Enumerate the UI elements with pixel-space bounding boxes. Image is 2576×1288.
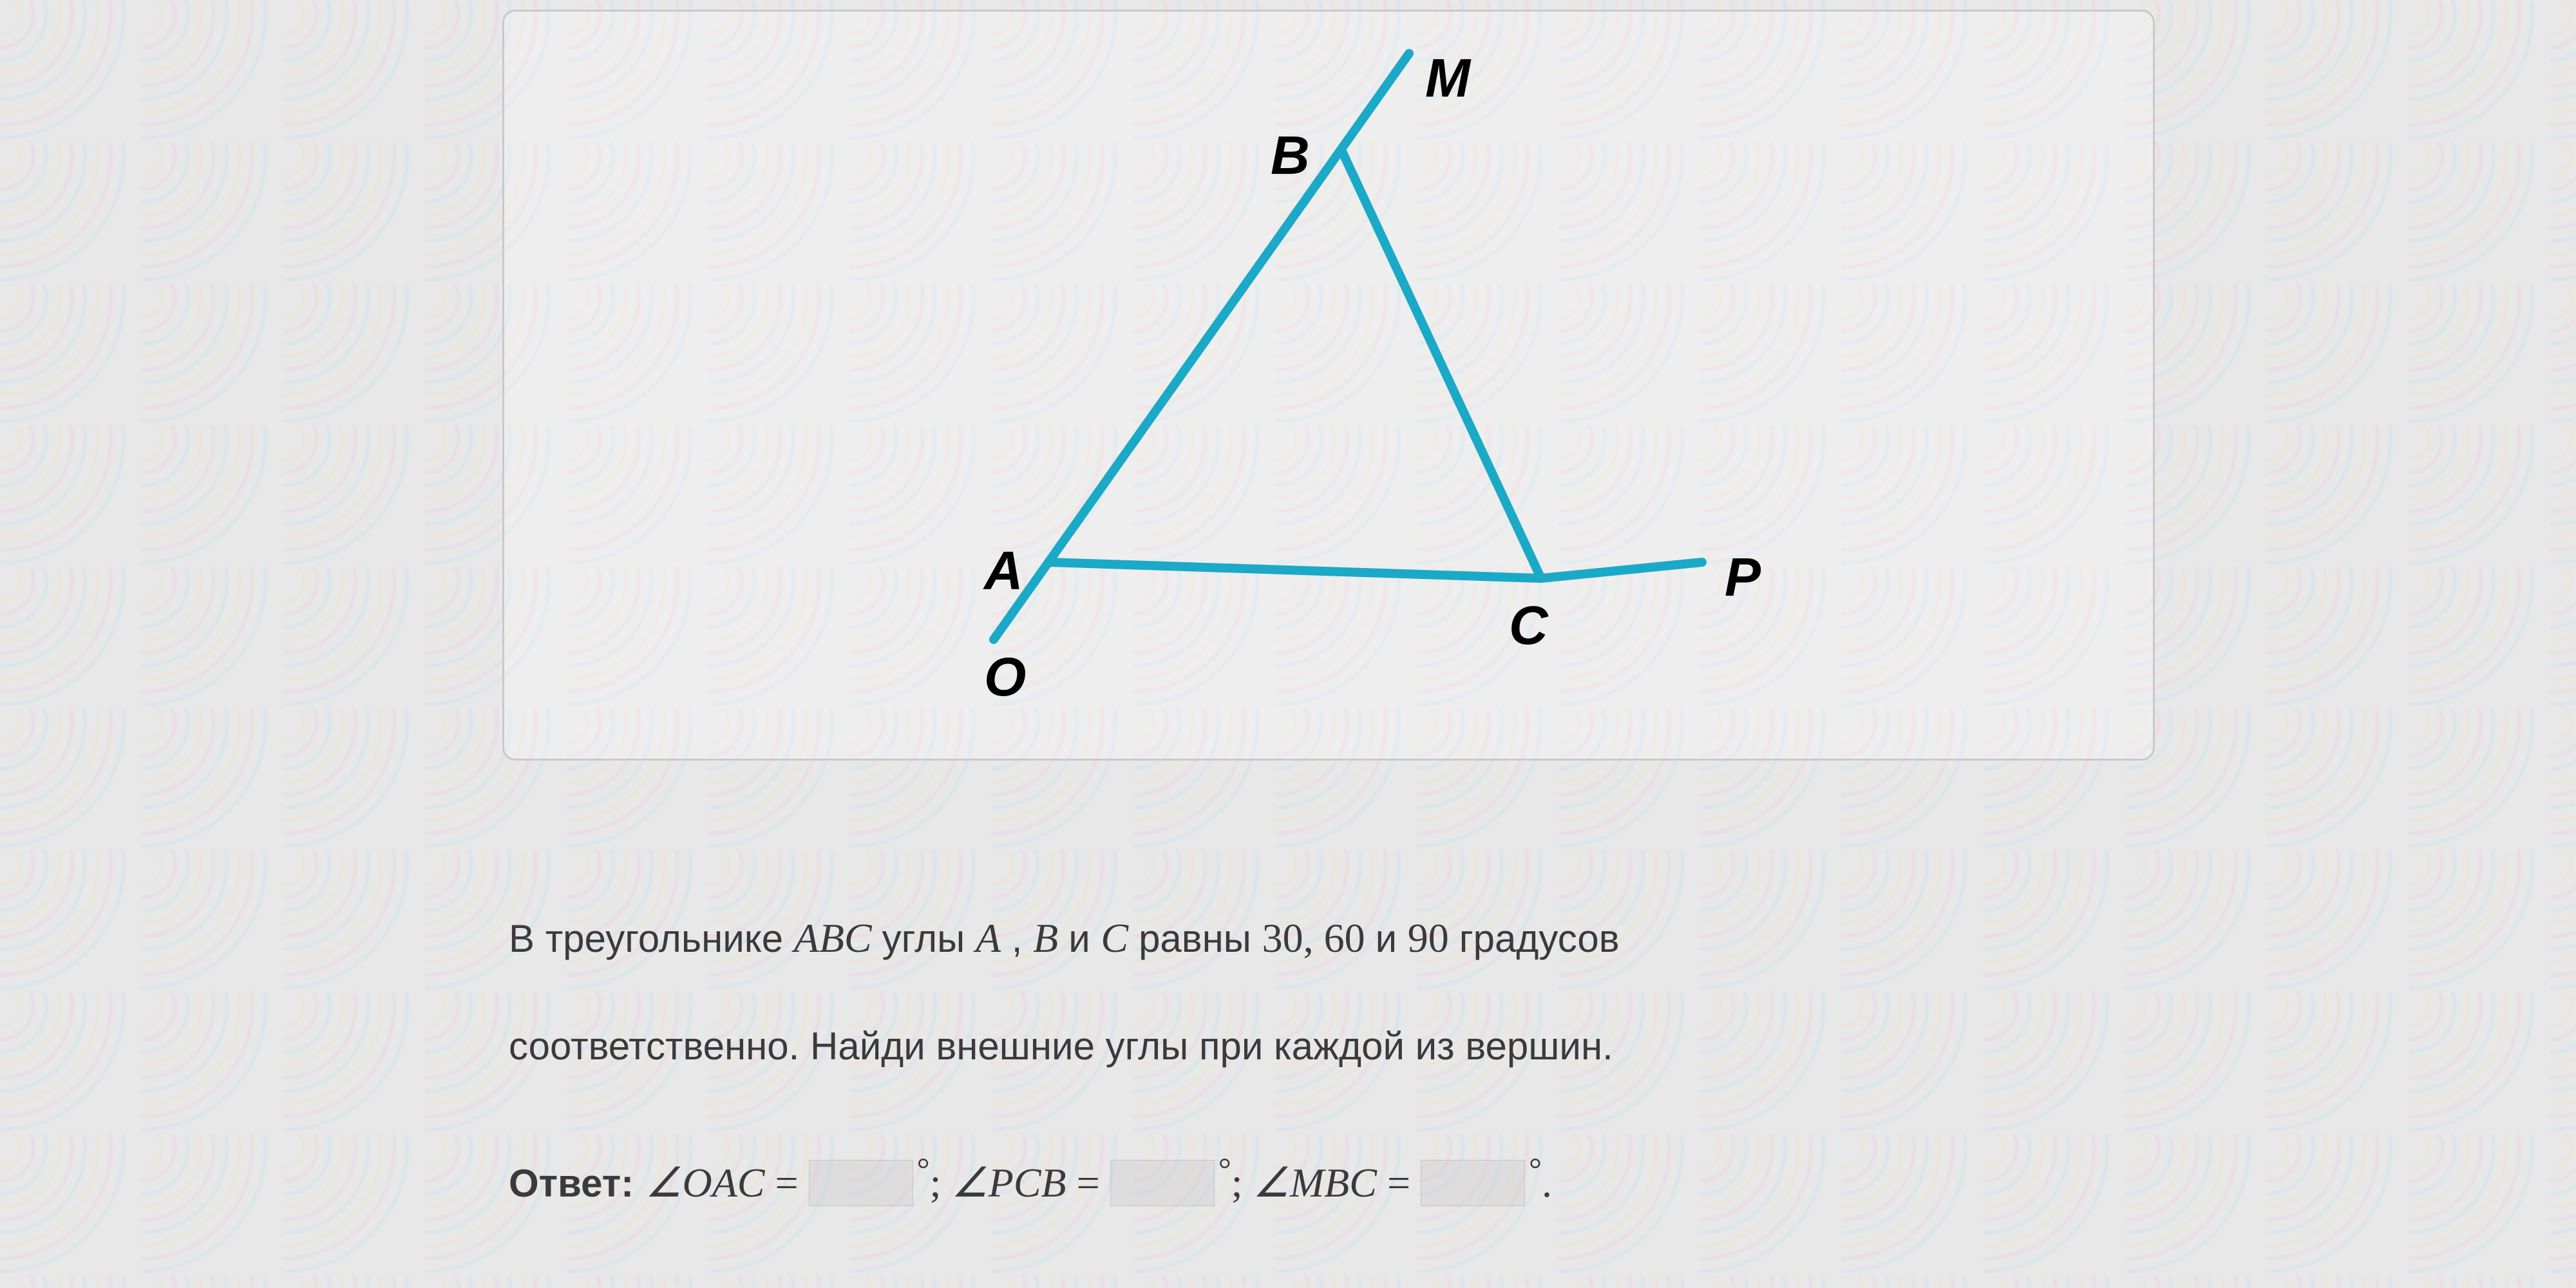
input-MBC[interactable] <box>1421 1160 1525 1206</box>
q1-math-B: B <box>1033 915 1068 961</box>
label-A: A <box>984 540 1023 602</box>
ans-eq1: = <box>764 1159 808 1207</box>
ans-eq3: = <box>1377 1159 1421 1207</box>
ans-unit2: ° <box>1218 1150 1231 1188</box>
label-P: P <box>1725 546 1761 609</box>
label-M: M <box>1425 47 1470 109</box>
q1-plain3: и <box>1068 917 1101 960</box>
figure-card: M B A O C P <box>502 10 2155 761</box>
label-O: O <box>984 646 1026 708</box>
question-line-1: В треугольнике ABC углы A , B и C равны … <box>509 914 1620 962</box>
answer-label: Ответ: <box>509 1161 634 1206</box>
q1-num90: 90 <box>1408 915 1459 961</box>
ans-eq2: = <box>1066 1159 1110 1207</box>
ans-PCB-lhs: ∠PCB <box>951 1159 1066 1207</box>
ans-MBC-lhs: ∠MBC <box>1253 1159 1376 1207</box>
segment-B-C <box>1341 150 1541 578</box>
q1-plain: В треугольнике <box>509 917 794 960</box>
q1-plain5: и <box>1376 917 1408 960</box>
ans-OAC-lhs: ∠OAC <box>645 1159 764 1207</box>
input-PCB[interactable] <box>1110 1160 1215 1206</box>
q1-plain4: равны <box>1139 917 1262 960</box>
answer-line: Ответ: ∠OAC = ° ; ∠PCB = ° ; ∠MBC = ° . <box>509 1159 1552 1207</box>
q1-plain2: углы <box>882 917 976 960</box>
question-line-2: соответственно. Найди внешние углы при к… <box>509 1024 1613 1068</box>
input-OAC[interactable] <box>809 1160 913 1206</box>
ans-sep1: ; <box>930 1159 952 1207</box>
ans-sep2: ; <box>1231 1159 1253 1207</box>
label-B: B <box>1271 124 1310 187</box>
label-C: C <box>1509 594 1548 657</box>
q1-plain6: градусов <box>1459 917 1620 960</box>
q1-comma1: , <box>1012 917 1033 960</box>
segment-C-P <box>1541 562 1702 578</box>
q1-nums: 30, 60 <box>1262 915 1376 961</box>
ans-unit1: ° <box>917 1150 930 1188</box>
q1-math-A: A <box>976 915 1001 961</box>
q1-math-ABC: ABC <box>794 915 882 961</box>
segment-O-M <box>994 53 1409 639</box>
triangle-diagram <box>504 12 2153 759</box>
segment-A-C <box>1048 562 1541 578</box>
q1-math-C: C <box>1101 915 1139 961</box>
ans-unit3: ° <box>1529 1150 1542 1188</box>
ans-sep3: . <box>1542 1159 1552 1207</box>
